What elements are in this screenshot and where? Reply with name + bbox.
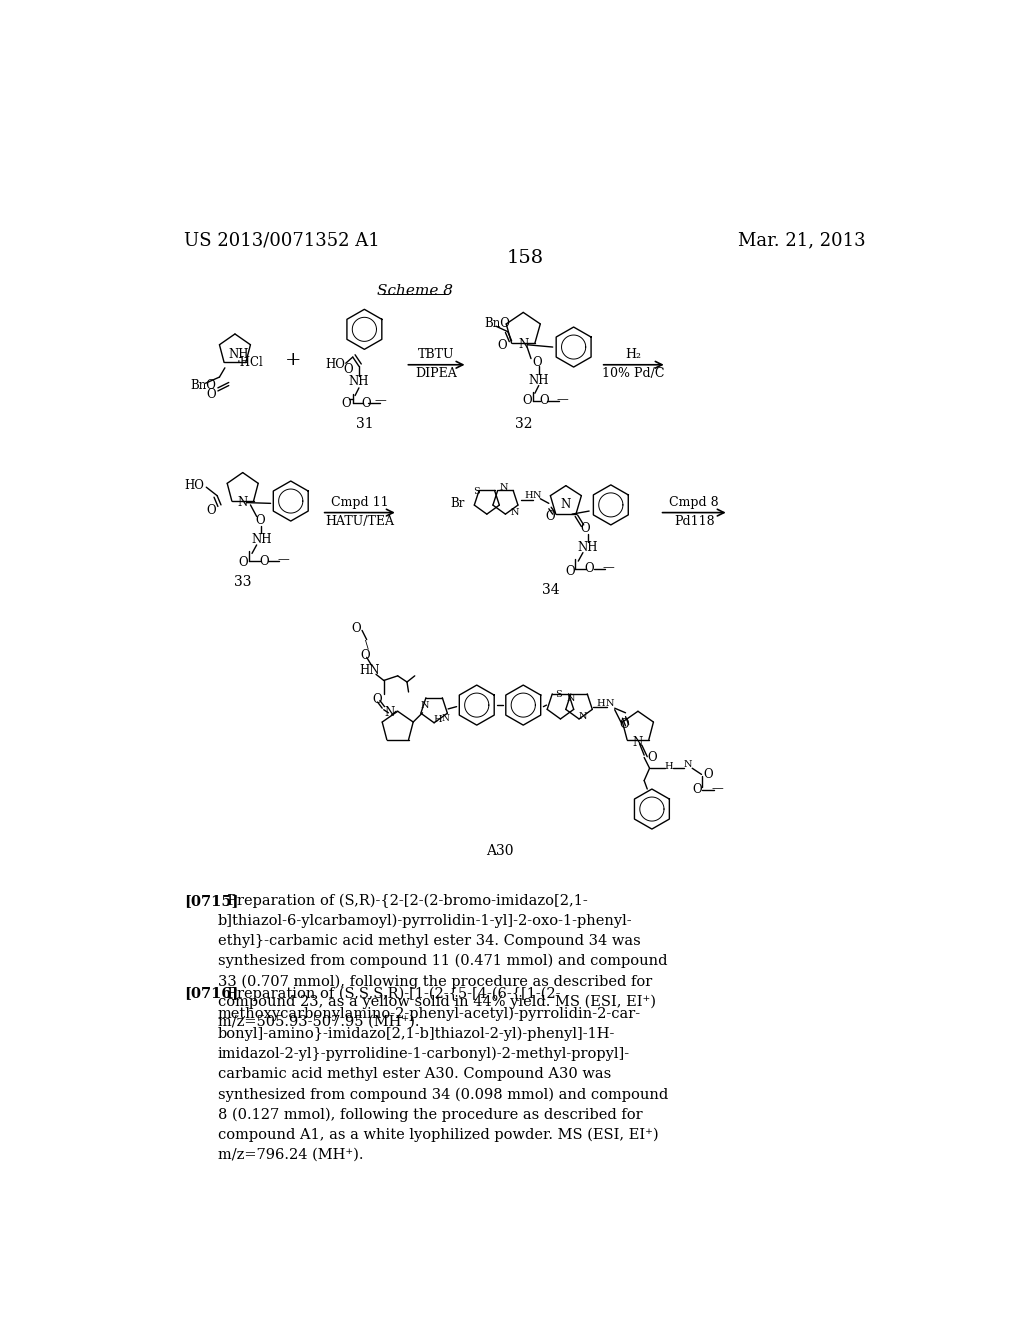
Text: —: —	[374, 395, 386, 408]
Text: N: N	[238, 496, 248, 510]
Text: Mar. 21, 2013: Mar. 21, 2013	[738, 231, 866, 249]
Text: ·HCl: ·HCl	[238, 356, 264, 370]
Text: N: N	[384, 706, 394, 719]
Text: O: O	[238, 556, 248, 569]
Text: O: O	[343, 363, 353, 376]
Text: TBTU: TBTU	[418, 348, 455, 362]
Text: O: O	[360, 648, 370, 661]
Text: NH: NH	[228, 348, 249, 362]
Text: S: S	[473, 487, 480, 495]
Text: Scheme 8: Scheme 8	[377, 284, 453, 298]
Text: N: N	[518, 338, 528, 351]
Text: [0715]: [0715]	[183, 894, 239, 908]
Text: S: S	[556, 690, 562, 698]
Text: —: —	[556, 393, 568, 407]
Text: 34: 34	[542, 582, 559, 597]
Text: O: O	[260, 554, 269, 568]
Text: O: O	[342, 397, 351, 409]
Text: —: —	[712, 781, 724, 795]
Text: Preparation of (S,R)-{2-[2-(2-bromo-imidazo[2,1-
b]thiazol-6-ylcarbamoyl)-pyrrol: Preparation of (S,R)-{2-[2-(2-bromo-imid…	[218, 894, 668, 1028]
Text: DIPEA: DIPEA	[416, 367, 458, 380]
Text: Preparation of (S,S,S,R)-[1-(2-{5-[4-(6-{[1-(2-
methoxycarbonylamino-2-phenyl-ac: Preparation of (S,S,S,R)-[1-(2-{5-[4-(6-…	[218, 986, 668, 1162]
Text: N: N	[579, 713, 587, 721]
Text: Pd118: Pd118	[674, 515, 715, 528]
Text: A30: A30	[486, 845, 514, 858]
Text: \: \	[365, 639, 369, 649]
Text: O: O	[532, 356, 542, 370]
Text: HO: HO	[184, 479, 205, 492]
Text: H₂: H₂	[626, 348, 642, 362]
Text: O: O	[647, 751, 656, 764]
Text: O: O	[692, 783, 701, 796]
Text: N: N	[561, 499, 571, 511]
Text: HN: HN	[359, 664, 380, 677]
Text: US 2013/0071352 A1: US 2013/0071352 A1	[183, 231, 380, 249]
Text: N: N	[441, 714, 449, 722]
Text: N: N	[606, 700, 614, 708]
Text: N: N	[500, 483, 508, 492]
Text: O: O	[581, 521, 590, 535]
Text: N: N	[421, 701, 429, 710]
Text: 158: 158	[506, 249, 544, 267]
Text: O: O	[702, 768, 713, 781]
Text: BnO: BnO	[190, 379, 216, 392]
Text: Cmpd 8: Cmpd 8	[670, 496, 719, 510]
Text: O: O	[206, 504, 216, 517]
Text: 31: 31	[355, 417, 373, 432]
Text: O: O	[498, 339, 507, 352]
Text: O: O	[565, 565, 574, 578]
Text: N: N	[633, 735, 643, 748]
Text: H: H	[596, 700, 605, 708]
Text: NH: NH	[349, 375, 370, 388]
Text: N: N	[684, 760, 692, 768]
Text: O: O	[522, 395, 531, 408]
Text: HO: HO	[326, 358, 346, 371]
Text: 10% Pd/C: 10% Pd/C	[602, 367, 665, 380]
Text: O: O	[540, 395, 549, 408]
Text: HATU/TEA: HATU/TEA	[326, 515, 394, 528]
Text: O: O	[620, 718, 629, 731]
Text: O: O	[352, 622, 361, 635]
Text: O: O	[255, 513, 264, 527]
Text: N: N	[567, 694, 575, 704]
Text: H: H	[434, 715, 442, 725]
Text: H: H	[524, 491, 532, 500]
Text: 33: 33	[233, 576, 252, 589]
Text: NH: NH	[251, 533, 271, 546]
Text: O: O	[546, 510, 555, 523]
Text: O: O	[373, 693, 382, 706]
Text: N: N	[511, 508, 519, 517]
Text: —: —	[278, 553, 289, 566]
Text: Cmpd 11: Cmpd 11	[331, 496, 388, 510]
Text: O: O	[206, 388, 216, 400]
Text: [0716]: [0716]	[183, 986, 239, 1001]
Text: 32: 32	[514, 417, 532, 432]
Text: O: O	[585, 562, 594, 576]
Text: N: N	[532, 491, 541, 500]
Text: BnO: BnO	[484, 317, 510, 330]
Text: Br: Br	[451, 496, 465, 510]
Text: NH: NH	[578, 541, 598, 554]
Text: O: O	[361, 397, 371, 409]
Text: NH: NH	[528, 374, 549, 387]
Text: —: —	[603, 561, 614, 574]
Text: H: H	[665, 762, 673, 771]
Text: +: +	[285, 351, 301, 370]
